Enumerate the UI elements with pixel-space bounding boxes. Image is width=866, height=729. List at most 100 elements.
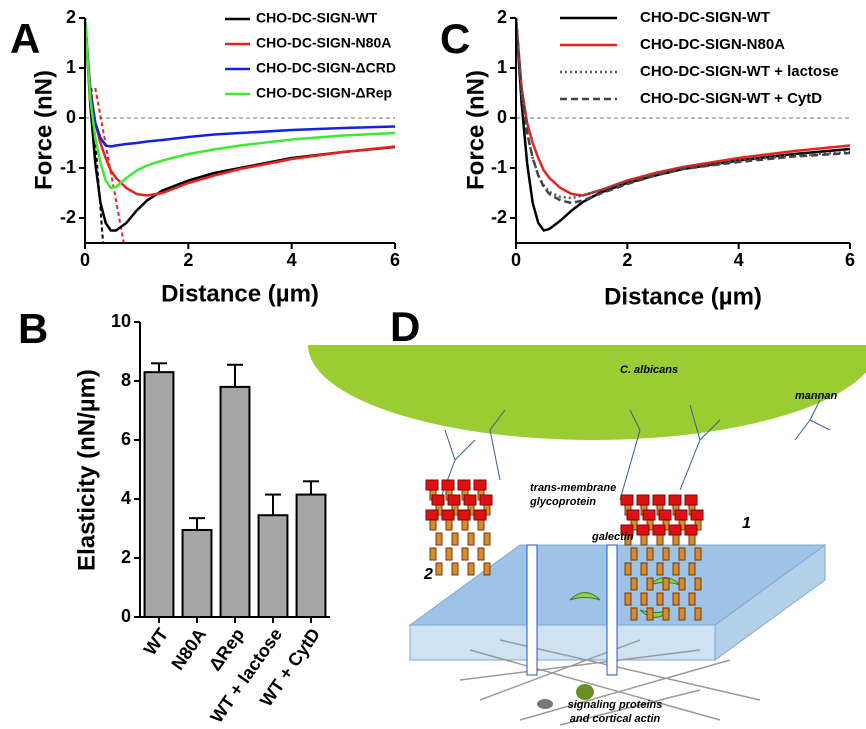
sugar-head	[684, 524, 698, 536]
receptor-unit	[429, 547, 437, 561]
receptor-unit	[640, 592, 648, 606]
y-tick-label: -1	[60, 157, 76, 177]
y-tick-label: 6	[121, 429, 131, 449]
sugar-head	[463, 494, 477, 506]
series-line	[85, 17, 395, 148]
x-tick-label: 4	[734, 250, 744, 270]
y-tick-label: -2	[60, 207, 76, 227]
x-tick-label: WT	[140, 625, 172, 659]
glycoprotein	[606, 544, 618, 676]
series-line	[516, 17, 850, 205]
y-tick-label: 8	[121, 370, 131, 390]
sugar-head	[652, 524, 666, 536]
y-tick-label: 0	[66, 107, 76, 127]
panel-letter: A	[10, 15, 40, 62]
sugar-head	[636, 494, 650, 506]
actin-mesh	[459, 639, 761, 726]
x-tick-label: 0	[80, 250, 90, 270]
receptor-unit	[445, 547, 453, 561]
signaling-protein	[576, 684, 594, 700]
x-tick-label: 0	[511, 250, 521, 270]
sugar-head	[642, 509, 656, 521]
y-tick-label: 0	[497, 107, 507, 127]
sugar-head	[425, 479, 439, 491]
x-tick-label: 4	[287, 250, 297, 270]
receptor-unit	[630, 607, 638, 621]
x-axis-label: Distance (µm)	[161, 280, 319, 307]
legend-label: CHO-DC-SIGN-WT + lactose	[640, 63, 839, 80]
y-axis-label: Force (nN)	[462, 70, 489, 190]
sugar-head	[626, 509, 640, 521]
cluster-label: 2	[423, 566, 433, 583]
receptor-unit	[467, 562, 475, 576]
mannan-label: mannan	[795, 390, 837, 402]
receptor-unit	[646, 607, 654, 621]
y-tick-label: 1	[497, 57, 507, 77]
y-axis-label: Force (nN)	[30, 70, 57, 190]
sugar-head	[457, 509, 471, 521]
actin-label: and cortical actin	[570, 713, 661, 725]
bar	[219, 385, 251, 618]
panel-letter: C	[440, 15, 470, 62]
receptor-unit	[451, 562, 459, 576]
series-line	[85, 17, 395, 190]
galectin-label: galectin	[591, 531, 634, 543]
receptor-unit	[688, 592, 696, 606]
receptor-unit	[662, 547, 670, 561]
sugar-head	[668, 494, 682, 506]
receptor-unit	[694, 607, 702, 621]
receptor-unit	[678, 577, 686, 591]
sugar-head	[684, 494, 698, 506]
sugar-head	[441, 479, 455, 491]
x-axis-label: Distance (µm)	[604, 283, 762, 310]
receptor-unit	[662, 577, 670, 591]
x-tick-label: 6	[845, 250, 855, 270]
sugar-head	[441, 509, 455, 521]
receptor-unit	[435, 562, 443, 576]
signaling-protein	[537, 699, 553, 709]
legend-label: CHO-DC-SIGN-N80A	[256, 35, 391, 51]
organism-label: C. albicans	[620, 364, 678, 376]
fungus	[308, 345, 866, 440]
sugar-head	[636, 524, 650, 536]
bar	[257, 514, 289, 618]
mannan-chains	[439, 399, 831, 501]
legend-label: CHO-DC-SIGN-WT	[640, 9, 770, 26]
x-tick-label: N80A	[167, 625, 210, 674]
receptor-unit	[483, 532, 491, 546]
receptor-unit	[640, 562, 648, 576]
receptor-unit	[672, 592, 680, 606]
sugar-head	[620, 524, 634, 536]
receptor-unit	[678, 607, 686, 621]
sugar-head	[431, 494, 445, 506]
receptor-unit	[624, 562, 632, 576]
sugar-head	[473, 479, 487, 491]
sugar-head	[620, 494, 634, 506]
receptor-unit	[662, 607, 670, 621]
receptor-unit	[467, 532, 475, 546]
y-tick-label: 1	[66, 57, 76, 77]
receptor-unit	[656, 562, 664, 576]
receptor-unit	[461, 547, 469, 561]
sugar-head	[425, 509, 439, 521]
glycoprotein	[526, 544, 538, 676]
y-tick-label: -2	[491, 207, 507, 227]
legend-label: CHO-DC-SIGN-ΔCRD	[256, 60, 396, 76]
legend-label: CHO-DC-SIGN-WT + CytD	[640, 90, 822, 107]
receptor-unit	[477, 547, 485, 561]
sugar-head	[457, 479, 471, 491]
cluster-label: 1	[742, 515, 751, 532]
receptor-unit	[646, 577, 654, 591]
receptor-clusters	[425, 479, 704, 621]
sugar-head	[658, 509, 672, 521]
receptor-unit	[694, 577, 702, 591]
y-tick-label: -1	[491, 157, 507, 177]
y-tick-label: 2	[121, 547, 131, 567]
y-tick-label: 2	[497, 7, 507, 27]
receptor-unit	[694, 547, 702, 561]
series-line	[516, 17, 850, 197]
y-tick-label: 10	[111, 311, 131, 331]
bar	[295, 493, 327, 619]
sugar-head	[652, 494, 666, 506]
